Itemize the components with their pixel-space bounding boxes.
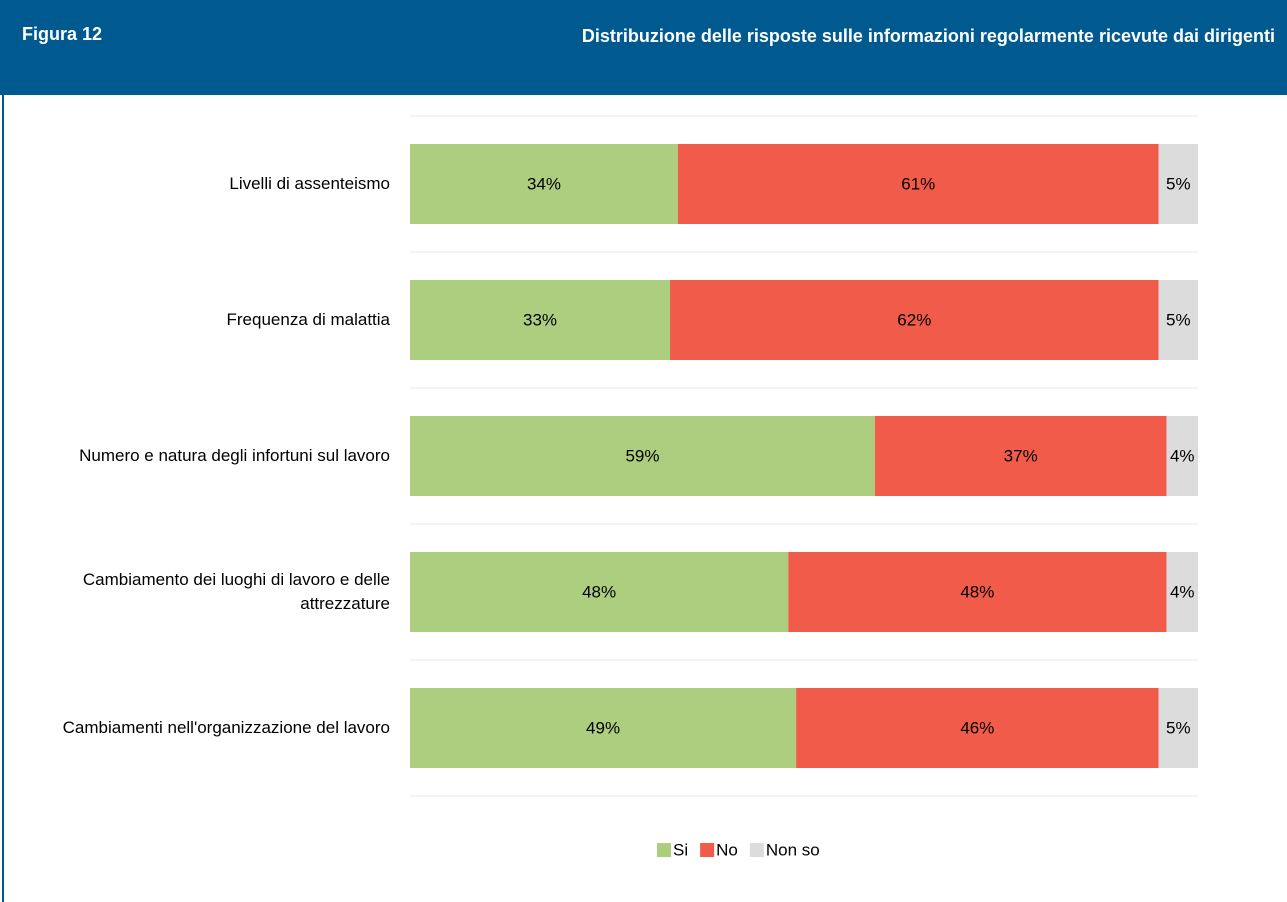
data-label: 4% bbox=[1170, 446, 1195, 465]
data-label: 5% bbox=[1166, 174, 1191, 193]
category-label: Cambiamento dei luoghi di lavoro e delle… bbox=[82, 570, 390, 613]
legend-label: Si bbox=[673, 840, 688, 859]
bar-segment bbox=[410, 144, 678, 224]
legend-swatch bbox=[700, 843, 715, 857]
bar-segment bbox=[1166, 552, 1198, 632]
bar-segment bbox=[677, 144, 1159, 224]
bar-segment bbox=[1158, 688, 1198, 768]
bar-segment bbox=[410, 280, 671, 360]
data-label: 5% bbox=[1166, 310, 1191, 329]
data-label: 4% bbox=[1170, 582, 1195, 601]
bar-segment bbox=[1158, 280, 1198, 360]
header: Figura 12 Distribuzione delle risposte s… bbox=[0, 0, 1287, 95]
bar-segment bbox=[410, 416, 875, 496]
data-label: 61% bbox=[901, 174, 935, 193]
data-label: 49% bbox=[586, 718, 620, 737]
data-label: 48% bbox=[960, 582, 994, 601]
data-label: 5% bbox=[1166, 718, 1191, 737]
data-label: 34% bbox=[527, 174, 561, 193]
legend-swatch bbox=[657, 843, 671, 857]
legend-label: No bbox=[716, 840, 738, 859]
category-label: Livelli di assenteismo bbox=[229, 174, 390, 193]
chart-title: Distribuzione delle risposte sulle infor… bbox=[581, 26, 1275, 46]
data-label: 37% bbox=[1004, 446, 1038, 465]
data-label: 46% bbox=[960, 718, 994, 737]
data-label: 48% bbox=[582, 582, 616, 601]
data-label: 33% bbox=[523, 310, 557, 329]
data-label: 59% bbox=[625, 446, 659, 465]
category-label: Frequenza di malattia bbox=[226, 310, 390, 329]
category-label: Numero e natura degli infortuni sul lavo… bbox=[79, 446, 390, 465]
bar-segment bbox=[670, 280, 1159, 360]
border bbox=[2, 95, 4, 902]
bar-segment bbox=[788, 552, 1167, 632]
bar-segment bbox=[1158, 144, 1198, 224]
bar-segment bbox=[1166, 416, 1198, 496]
bar-segment bbox=[874, 416, 1167, 496]
data-label: 62% bbox=[897, 310, 931, 329]
bar-segment bbox=[410, 688, 797, 768]
legend-swatch bbox=[749, 843, 764, 857]
legend-label: Non so bbox=[766, 840, 820, 859]
category-label: Cambiamenti nell'organizzazione del lavo… bbox=[62, 718, 390, 737]
bar-segment bbox=[410, 552, 789, 632]
bar-segment bbox=[796, 688, 1159, 768]
figure-number: Figura 12 bbox=[22, 24, 103, 44]
